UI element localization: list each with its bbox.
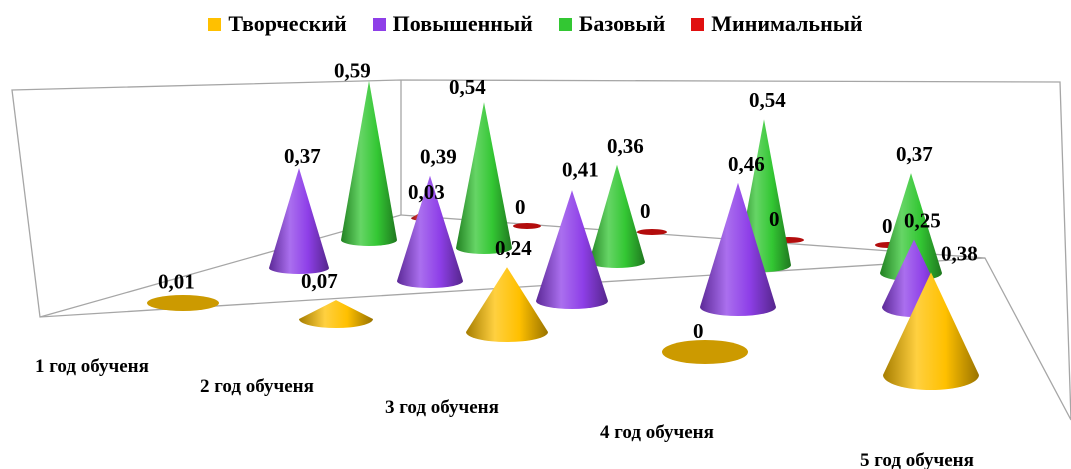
cone-body xyxy=(299,300,373,328)
data-label-1-1: 0,39 xyxy=(420,145,457,169)
category-label-4: 5 год обученя xyxy=(860,450,974,469)
data-label-1-3: 0,46 xyxy=(728,152,765,176)
cone-body xyxy=(456,102,512,254)
cone-body xyxy=(466,267,548,342)
legend: Творческий Повышенный Базовый Минимальны… xyxy=(0,6,1071,42)
cone-body xyxy=(883,272,979,390)
cone-base-flat xyxy=(513,223,541,229)
legend-swatch-advanced xyxy=(372,17,386,31)
cone-1-0 xyxy=(269,168,329,274)
cone-body xyxy=(700,182,776,316)
chart-data-labels: 0,03 0 0 0 0 0,59 0,54 0,36 0,54 0,37 0,37 0,39 0,41… xyxy=(158,59,978,343)
data-label-2-4: 0,37 xyxy=(896,142,933,166)
legend-label-minimal: Минимальный xyxy=(711,11,863,36)
data-label-2-0: 0,59 xyxy=(334,59,371,83)
legend-label-advanced: Повышенный xyxy=(392,11,533,36)
data-label-1-4: 0,25 xyxy=(904,209,941,233)
data-label-2-2: 0,36 xyxy=(607,134,644,158)
legend-item-advanced: Повышенный xyxy=(372,11,533,37)
data-label-3-0: 0,03 xyxy=(408,180,445,204)
cone-3-1 xyxy=(513,223,541,229)
cone-2-0 xyxy=(341,80,397,246)
legend-swatch-creative xyxy=(208,17,222,31)
data-label-0-1: 0,07 xyxy=(301,269,338,293)
data-label-2-1: 0,54 xyxy=(449,75,486,99)
cone-0-2 xyxy=(466,267,548,342)
chart-cones xyxy=(147,80,979,390)
data-label-0-0: 0,01 xyxy=(158,269,195,293)
cone-body xyxy=(536,190,608,309)
data-label-0-4: 0,38 xyxy=(941,241,978,265)
cone-1-3 xyxy=(700,182,776,316)
cone-0-3 xyxy=(662,340,748,364)
category-label-3: 4 год обученя xyxy=(600,422,714,443)
data-label-3-1: 0 xyxy=(515,195,526,219)
cone-0-1 xyxy=(299,300,373,328)
data-label-3-4: 0 xyxy=(882,214,893,238)
cone-0-0 xyxy=(147,295,219,311)
data-label-0-3: 0 xyxy=(693,319,704,343)
cone-body xyxy=(589,164,645,268)
cone-2-2 xyxy=(589,164,645,268)
cone-0-4 xyxy=(883,272,979,390)
legend-label-creative: Творческий xyxy=(228,11,347,36)
chart-category-labels: 1 год обученя 2 год обученя 3 год обученя 4… xyxy=(35,356,974,469)
data-label-3-3: 0 xyxy=(769,207,780,231)
cone-body xyxy=(269,168,329,274)
cone-3-2 xyxy=(637,229,667,235)
cone-body xyxy=(341,80,397,246)
legend-swatch-basic xyxy=(558,17,572,31)
cone-base-flat xyxy=(662,340,748,364)
data-label-0-2: 0,24 xyxy=(495,236,532,260)
legend-item-creative: Творческий xyxy=(208,11,347,37)
data-label-1-0: 0,37 xyxy=(284,144,321,168)
floor-left-edge xyxy=(39,214,402,318)
data-label-1-2: 0,41 xyxy=(562,157,599,181)
cone-body xyxy=(397,175,463,288)
category-label-2: 3 год обученя xyxy=(385,397,499,418)
cone-base-flat xyxy=(147,295,219,311)
cone-body xyxy=(880,173,942,281)
legend-item-basic: Базовый xyxy=(558,11,666,37)
category-label-1: 2 год обученя xyxy=(200,376,314,397)
category-label-0: 1 год обученя xyxy=(35,356,149,377)
cone-1-2 xyxy=(536,190,608,309)
data-label-2-3: 0,54 xyxy=(749,88,786,112)
legend-item-minimal: Минимальный xyxy=(691,11,863,37)
data-label-3-2: 0 xyxy=(640,199,651,223)
cone-base-flat xyxy=(637,229,667,235)
cone-2-1 xyxy=(456,102,512,254)
legend-swatch-minimal xyxy=(691,17,705,31)
legend-label-basic: Базовый xyxy=(578,11,666,36)
cone-1-1 xyxy=(397,175,463,288)
cone-2-4 xyxy=(880,173,942,281)
